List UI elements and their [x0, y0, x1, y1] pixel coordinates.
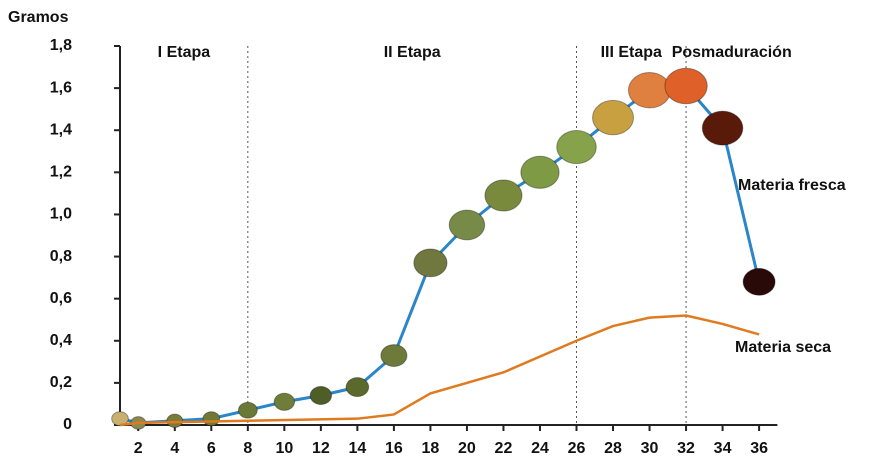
y-axis-label: Gramos — [8, 9, 69, 26]
fruit-marker — [309, 386, 333, 405]
x-tick-label: 4 — [170, 440, 179, 457]
fruit-marker — [345, 377, 370, 398]
series-label: Materia fresca — [738, 177, 846, 194]
series-line — [119, 314, 760, 427]
x-tick-label: 30 — [641, 440, 659, 457]
fruit-marker — [742, 267, 776, 296]
x-tick-label: 14 — [348, 440, 366, 457]
series-label: Materia seca — [735, 339, 831, 356]
y-tick-label: 1,0 — [50, 206, 72, 223]
fruit-marker — [380, 344, 408, 367]
x-tick-label: 12 — [312, 440, 330, 457]
x-tick-label: 2 — [134, 440, 143, 457]
y-tick-label: 0,2 — [50, 374, 72, 391]
x-tick-label: 16 — [385, 440, 403, 457]
fruit-marker — [556, 129, 597, 165]
y-tick-label: 1,2 — [50, 164, 72, 181]
x-tick-label: 22 — [495, 440, 513, 457]
x-tick-label: 32 — [677, 440, 695, 457]
y-tick-label: 1,4 — [50, 121, 72, 138]
fruit-marker — [448, 209, 486, 241]
stage-label: III Etapa — [601, 44, 662, 61]
fruit-marker — [111, 411, 129, 427]
stage-label: I Etapa — [158, 44, 211, 61]
fruit-marker — [520, 155, 560, 189]
y-tick-label: 0,8 — [50, 248, 72, 265]
y-tick-label: 1,8 — [50, 37, 72, 54]
y-tick-label: 0 — [63, 416, 72, 433]
x-tick-label: 28 — [604, 440, 622, 457]
x-tick-label: 20 — [458, 440, 476, 457]
stage-label: Posmaduración — [672, 44, 792, 61]
x-tick-label: 26 — [568, 440, 586, 457]
x-tick-label: 10 — [275, 440, 293, 457]
x-tick-label: 36 — [750, 440, 768, 457]
fruit-marker — [413, 248, 448, 278]
fruit-marker — [273, 392, 296, 411]
fruit-marker — [484, 179, 523, 212]
fruit-marker — [701, 110, 744, 146]
x-tick-label: 24 — [531, 440, 549, 457]
y-tick-label: 1,6 — [50, 79, 72, 96]
fruit-marker — [627, 72, 672, 109]
fruit-marker — [202, 411, 221, 427]
x-tick-label: 18 — [422, 440, 440, 457]
stage-label: II Etapa — [384, 44, 441, 61]
y-tick-label: 0,6 — [50, 290, 72, 307]
fruit-marker — [592, 99, 635, 136]
x-tick-label: 34 — [714, 440, 732, 457]
x-tick-label: 6 — [207, 440, 216, 457]
fruit-marker — [664, 67, 708, 105]
y-tick-label: 0,4 — [50, 332, 72, 349]
x-tick-label: 8 — [243, 440, 252, 457]
fruit-marker — [166, 413, 184, 428]
fruit-marker — [237, 401, 258, 419]
